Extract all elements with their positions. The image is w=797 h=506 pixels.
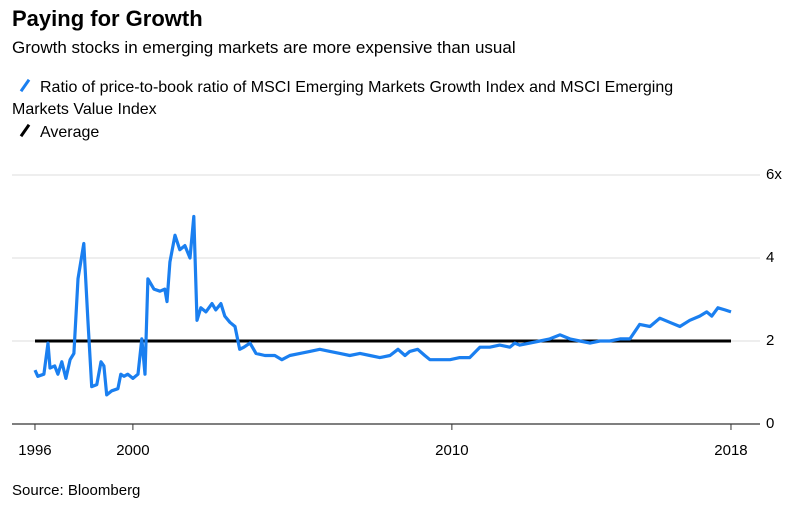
y-tick-label: 2 [766,332,774,349]
x-tick-label: 2010 [435,442,468,459]
chart-subtitle: Growth stocks in emerging markets are mo… [12,38,516,57]
x-tick-label: 2018 [714,442,747,459]
legend-entry: Ratio of price-to-book ratio of MSCI Eme… [12,77,712,121]
y-tick-label: 6x [766,166,782,183]
legend-entry: Average [12,122,712,144]
series-line [33,214,732,397]
x-tick-label: 2000 [116,442,149,459]
chart-title: Paying for Growth [12,6,203,31]
x-tick-label: 1996 [18,442,51,459]
source: Source: Bloomberg [12,482,141,499]
legend-label: Ratio of price-to-book ratio of MSCI Eme… [12,79,674,118]
y-tick-label: 4 [766,249,774,266]
y-tick-label: 0 [766,415,774,432]
legend-label: Average [40,124,100,141]
